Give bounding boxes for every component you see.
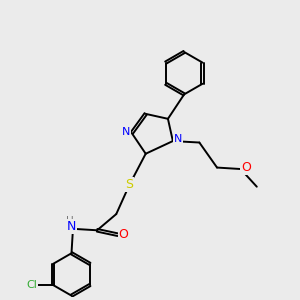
Text: H: H xyxy=(66,216,74,226)
Text: N: N xyxy=(67,220,76,233)
Text: S: S xyxy=(125,178,134,191)
Text: Cl: Cl xyxy=(26,280,38,290)
Text: O: O xyxy=(119,228,128,241)
Text: N: N xyxy=(122,127,130,136)
Text: O: O xyxy=(241,161,251,174)
Text: N: N xyxy=(174,134,182,144)
